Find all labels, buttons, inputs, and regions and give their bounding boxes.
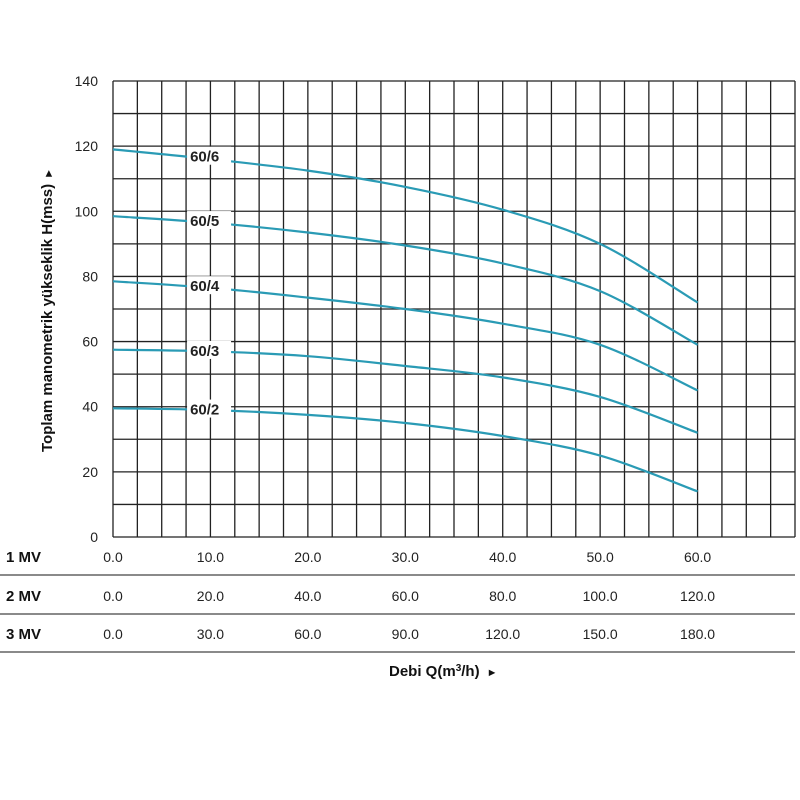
series-label-bg — [187, 399, 232, 418]
x-axis-label: Debi Q(m3/h) ► — [389, 663, 497, 681]
x-tick-label: 60.0 — [392, 588, 419, 604]
series-label-bg — [187, 211, 232, 230]
y-tick-label: 80 — [82, 268, 98, 284]
x-tick-label: 120.0 — [485, 626, 520, 642]
series-label: 60/5 — [190, 213, 219, 230]
x-tick-label: 40.0 — [489, 549, 516, 565]
series-lines: 60/6 60/5 60/4 60/3 60/2 — [112, 146, 699, 493]
series-label-bg — [187, 276, 232, 295]
x-tick-label: 150.0 — [583, 626, 618, 642]
x-tick-label: 0.0 — [103, 588, 123, 604]
series-label: 60/2 — [190, 402, 219, 419]
y-tick-label: 120 — [75, 138, 99, 154]
series-label: 60/3 — [190, 343, 219, 360]
y-tick-label: 100 — [75, 203, 99, 219]
y-tick-label: 140 — [75, 73, 99, 89]
series-label: 60/4 — [190, 278, 220, 295]
x-tick-label: 0.0 — [103, 549, 123, 565]
series-label-bg — [187, 146, 232, 165]
y-tick-label: 0 — [90, 529, 98, 545]
x-tick-label: 60.0 — [684, 549, 711, 565]
x-tick-label: 30.0 — [197, 626, 224, 642]
x-tick-label: 60.0 — [294, 626, 321, 642]
x-tick-label: 50.0 — [587, 549, 614, 565]
x-tick-label: 80.0 — [489, 588, 516, 604]
y-axis-label: Toplam manometrik yükseklik H(mss)► — [39, 168, 56, 452]
x-tick-label: 20.0 — [197, 588, 224, 604]
scale-row-label: 2 MV — [6, 588, 41, 605]
series-label-bg — [187, 340, 232, 359]
x-tick-label: 40.0 — [294, 588, 321, 604]
series-label: 60/6 — [190, 149, 219, 166]
x-tick-label: 10.0 — [197, 549, 224, 565]
x-tick-label: 0.0 — [103, 626, 123, 642]
x-tick-label: 90.0 — [392, 626, 419, 642]
y-tick-label: 60 — [82, 334, 98, 350]
y-tick-labels: 0 20 40 60 80 100 120 140 — [75, 73, 99, 545]
y-tick-label: 20 — [82, 464, 98, 480]
scale-row-label: 3 MV — [6, 626, 41, 643]
y-tick-label: 40 — [82, 399, 98, 415]
x-tick-label: 120.0 — [680, 588, 715, 604]
x-scale-rows: 1 MV 0.0 10.0 20.0 30.0 40.0 50.0 60.0 2 MV 0.0 20… — [0, 549, 795, 653]
scale-row-label: 1 MV — [6, 549, 41, 566]
x-tick-label: 180.0 — [680, 626, 715, 642]
x-tick-label: 20.0 — [294, 549, 321, 565]
x-tick-label: 100.0 — [583, 588, 618, 604]
x-tick-label: 30.0 — [392, 549, 419, 565]
